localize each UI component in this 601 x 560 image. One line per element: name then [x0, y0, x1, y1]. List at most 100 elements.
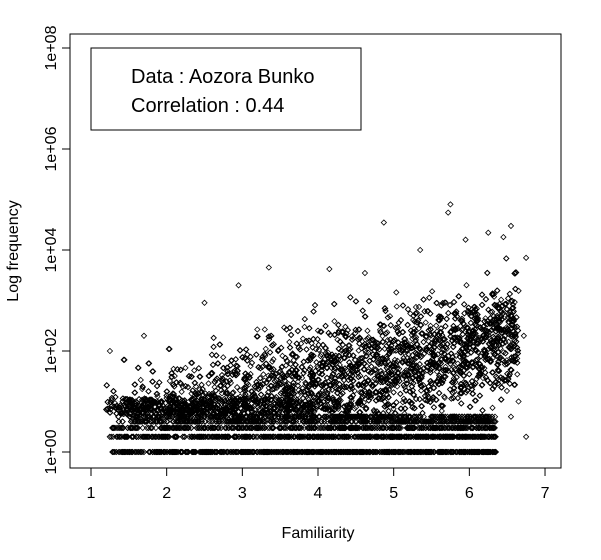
- data-point: [307, 433, 314, 440]
- data-point: [207, 418, 215, 425]
- data-point: [174, 448, 182, 456]
- data-point: [335, 433, 342, 440]
- data-point: [480, 448, 487, 456]
- data-point: [247, 413, 254, 420]
- data-point: [394, 424, 402, 432]
- data-point: [110, 448, 118, 456]
- data-point: [276, 424, 283, 432]
- data-point: [373, 433, 380, 440]
- data-point: [248, 413, 255, 420]
- data-point: [311, 301, 319, 309]
- data-point: [255, 418, 263, 425]
- data-point: [299, 418, 307, 425]
- data-point: [172, 448, 179, 456]
- data-point: [442, 433, 449, 440]
- data-point: [368, 363, 375, 370]
- data-point: [450, 418, 457, 425]
- data-point: [449, 433, 457, 440]
- data-point: [331, 413, 338, 420]
- data-point: [311, 448, 318, 456]
- data-point: [404, 424, 412, 432]
- data-point: [390, 389, 397, 396]
- data-point: [164, 418, 171, 425]
- data-point: [169, 418, 176, 425]
- data-point: [117, 448, 125, 456]
- data-point: [317, 433, 325, 440]
- data-point: [229, 418, 236, 425]
- data-point: [143, 418, 150, 425]
- data-point: [292, 413, 299, 420]
- data-point: [487, 418, 495, 425]
- data-point: [395, 418, 402, 425]
- data-point: [149, 413, 156, 420]
- data-point: [224, 433, 231, 440]
- data-point: [333, 448, 340, 456]
- data-point: [334, 433, 342, 440]
- data-point: [315, 413, 322, 420]
- data-point: [221, 418, 228, 425]
- data-point: [128, 418, 135, 425]
- data-point: [133, 433, 140, 440]
- data-point: [132, 424, 140, 432]
- data-point: [372, 433, 380, 440]
- data-point: [441, 413, 449, 420]
- data-point: [503, 387, 511, 395]
- data-point: [414, 418, 421, 425]
- data-point: [230, 433, 238, 440]
- data-point: [294, 378, 302, 385]
- data-point: [429, 433, 437, 440]
- data-point: [430, 404, 438, 411]
- data-point: [115, 418, 123, 425]
- data-point: [455, 418, 462, 425]
- data-point: [150, 433, 158, 440]
- data-point: [406, 448, 413, 456]
- data-point: [485, 448, 492, 456]
- data-point: [122, 448, 129, 456]
- data-point: [340, 448, 347, 456]
- data-point: [261, 448, 268, 456]
- data-point: [419, 448, 426, 456]
- data-point: [437, 433, 445, 440]
- data-point: [200, 433, 207, 440]
- data-point: [294, 433, 301, 440]
- data-point: [191, 433, 199, 440]
- data-point: [205, 433, 213, 440]
- data-point: [193, 418, 201, 425]
- data-point: [418, 418, 426, 425]
- data-point: [254, 326, 261, 333]
- data-point: [178, 388, 185, 395]
- data-point: [318, 418, 325, 425]
- data-point: [409, 424, 416, 432]
- data-point: [218, 418, 226, 425]
- data-point: [349, 448, 356, 456]
- data-point: [344, 433, 351, 440]
- data-point: [284, 448, 291, 456]
- data-point: [240, 418, 247, 425]
- data-point: [114, 433, 121, 440]
- data-point: [488, 413, 496, 420]
- data-point: [482, 418, 489, 425]
- data-point: [143, 424, 151, 432]
- data-point: [148, 418, 155, 425]
- data-point: [248, 448, 256, 456]
- data-point: [224, 390, 231, 397]
- data-point: [403, 448, 411, 456]
- data-point: [479, 433, 486, 440]
- data-point: [258, 413, 265, 420]
- data-point: [266, 349, 274, 356]
- data-point: [411, 418, 418, 425]
- data-point: [346, 413, 353, 420]
- data-point: [223, 418, 230, 425]
- data-point: [310, 413, 317, 420]
- data-point: [367, 413, 375, 420]
- data-point: [344, 418, 351, 425]
- data-point: [318, 433, 326, 440]
- data-point: [485, 433, 493, 440]
- data-point: [490, 448, 498, 456]
- data-point: [387, 433, 394, 440]
- data-point: [402, 433, 409, 440]
- data-point: [214, 413, 221, 420]
- data-point: [486, 424, 493, 432]
- data-point: [376, 424, 383, 432]
